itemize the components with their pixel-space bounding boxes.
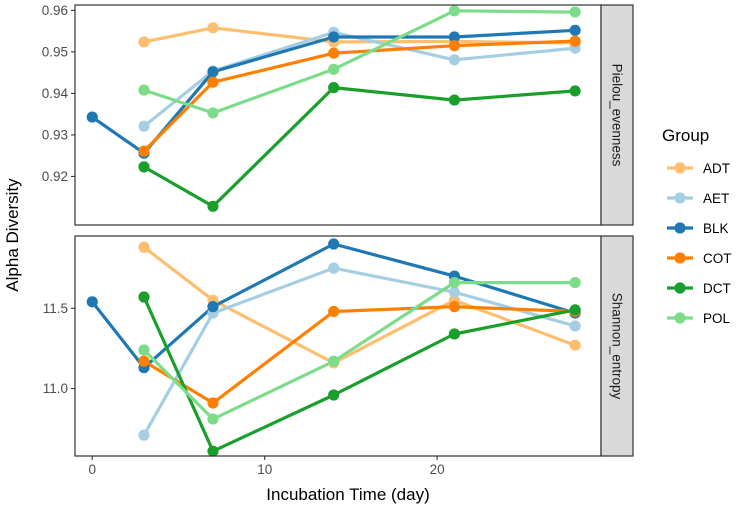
legend-title: Group [662,126,709,145]
data-point-blk [86,296,98,308]
legend-label: POL [703,311,731,326]
x-tick-label: 0 [88,462,96,477]
data-point-pol [569,6,581,18]
data-point-pol [328,63,340,75]
legend-item-pol: POL [667,311,731,326]
data-point-cot [448,40,461,52]
data-point-dct [328,82,340,94]
y-tick-label: 11.0 [43,381,68,396]
facet-strip-label: Shannon_entropy [610,293,625,400]
data-point-blk [207,66,219,78]
x-axis-title: Incubation Time (day) [266,485,429,504]
y-tick-label: 0.94 [42,86,69,101]
data-point-cot [448,301,461,313]
data-point-aet [138,120,150,132]
series-line-blk [90,28,577,155]
legend-key-point [674,192,686,204]
data-point-cot [207,397,219,409]
facet-strip [600,235,634,457]
data-point-blk [207,301,219,313]
legend-label: DCT [703,281,731,296]
data-point-adt [138,36,150,48]
y-tick-label: 0.96 [42,3,68,18]
data-point-aet [138,429,150,441]
data-point-dct [448,94,461,106]
data-point-blk [569,24,581,36]
data-point-dct [138,291,150,303]
legend-item-blk: BLK [667,221,729,236]
data-point-dct [138,161,150,173]
legend-key-point [674,252,686,264]
data-point-cot [138,355,150,367]
data-point-cot [138,145,150,157]
data-point-aet [328,262,340,274]
data-point-cot [328,47,340,59]
panel-background [75,236,601,456]
x-tick-label: 20 [430,462,445,477]
y-axis-title: Alpha Diversity [3,178,22,292]
data-point-cot [569,35,581,47]
legend-label: BLK [703,221,729,236]
legend-key-point [674,162,686,174]
legend-label: ADT [703,161,730,176]
data-point-pol [207,107,219,119]
y-tick-label: 0.93 [42,127,68,142]
data-point-adt [207,22,219,34]
legend-item-cot: COT [667,251,732,266]
panels: 0.920.930.940.950.96Pielou_evenness11.01… [42,3,634,477]
legend-key-point [674,282,686,294]
legend-key-point [674,312,686,324]
y-tick-label: 11.5 [43,301,68,316]
data-point-cot [328,305,340,318]
data-point-blk [328,31,340,43]
legend-label: COT [703,251,732,266]
legend-label: AET [703,191,729,206]
data-point-blk [448,31,461,43]
data-point-adt [569,339,581,351]
data-point-aet [448,286,461,298]
data-point-dct [207,445,219,457]
y-tick-label: 0.92 [42,169,68,184]
x-axis: 0 10 20 [88,456,445,477]
legend: Group ADT AET BLK COT DCT POL [662,126,732,326]
data-point-pol [138,344,150,356]
data-point-pol [448,276,461,289]
facet-strip-label: Pielou_evenness [610,64,625,167]
data-point-cot [207,76,219,88]
x-tick-label: 10 [257,462,272,477]
data-point-adt [138,241,150,253]
data-point-blk [328,238,340,250]
legend-key-point [674,222,686,234]
facet-strip [600,4,634,226]
data-point-pol [138,84,150,96]
data-point-dct [207,200,219,212]
data-point-pol [207,413,219,425]
data-point-pol [569,276,581,289]
data-point-dct [569,85,581,97]
data-point-aet [448,54,461,66]
data-point-pol [328,355,340,367]
legend-item-adt: ADT [667,161,730,176]
legend-item-dct: DCT [667,281,731,296]
y-tick-label: 0.95 [42,44,68,59]
panel-pielou-evenness: 0.92 0.93 0.94 0.95 0.96 Pielou_evenness [42,3,634,226]
data-point-blk [86,111,98,123]
legend-item-aet: AET [667,191,729,206]
data-point-aet [569,320,581,332]
panel-shannon-entropy: 11.0 11.5 Shannon_entropy [43,235,634,457]
data-point-dct [328,389,340,401]
data-point-dct [569,304,581,316]
data-point-pol [448,5,461,17]
data-point-dct [448,328,461,340]
